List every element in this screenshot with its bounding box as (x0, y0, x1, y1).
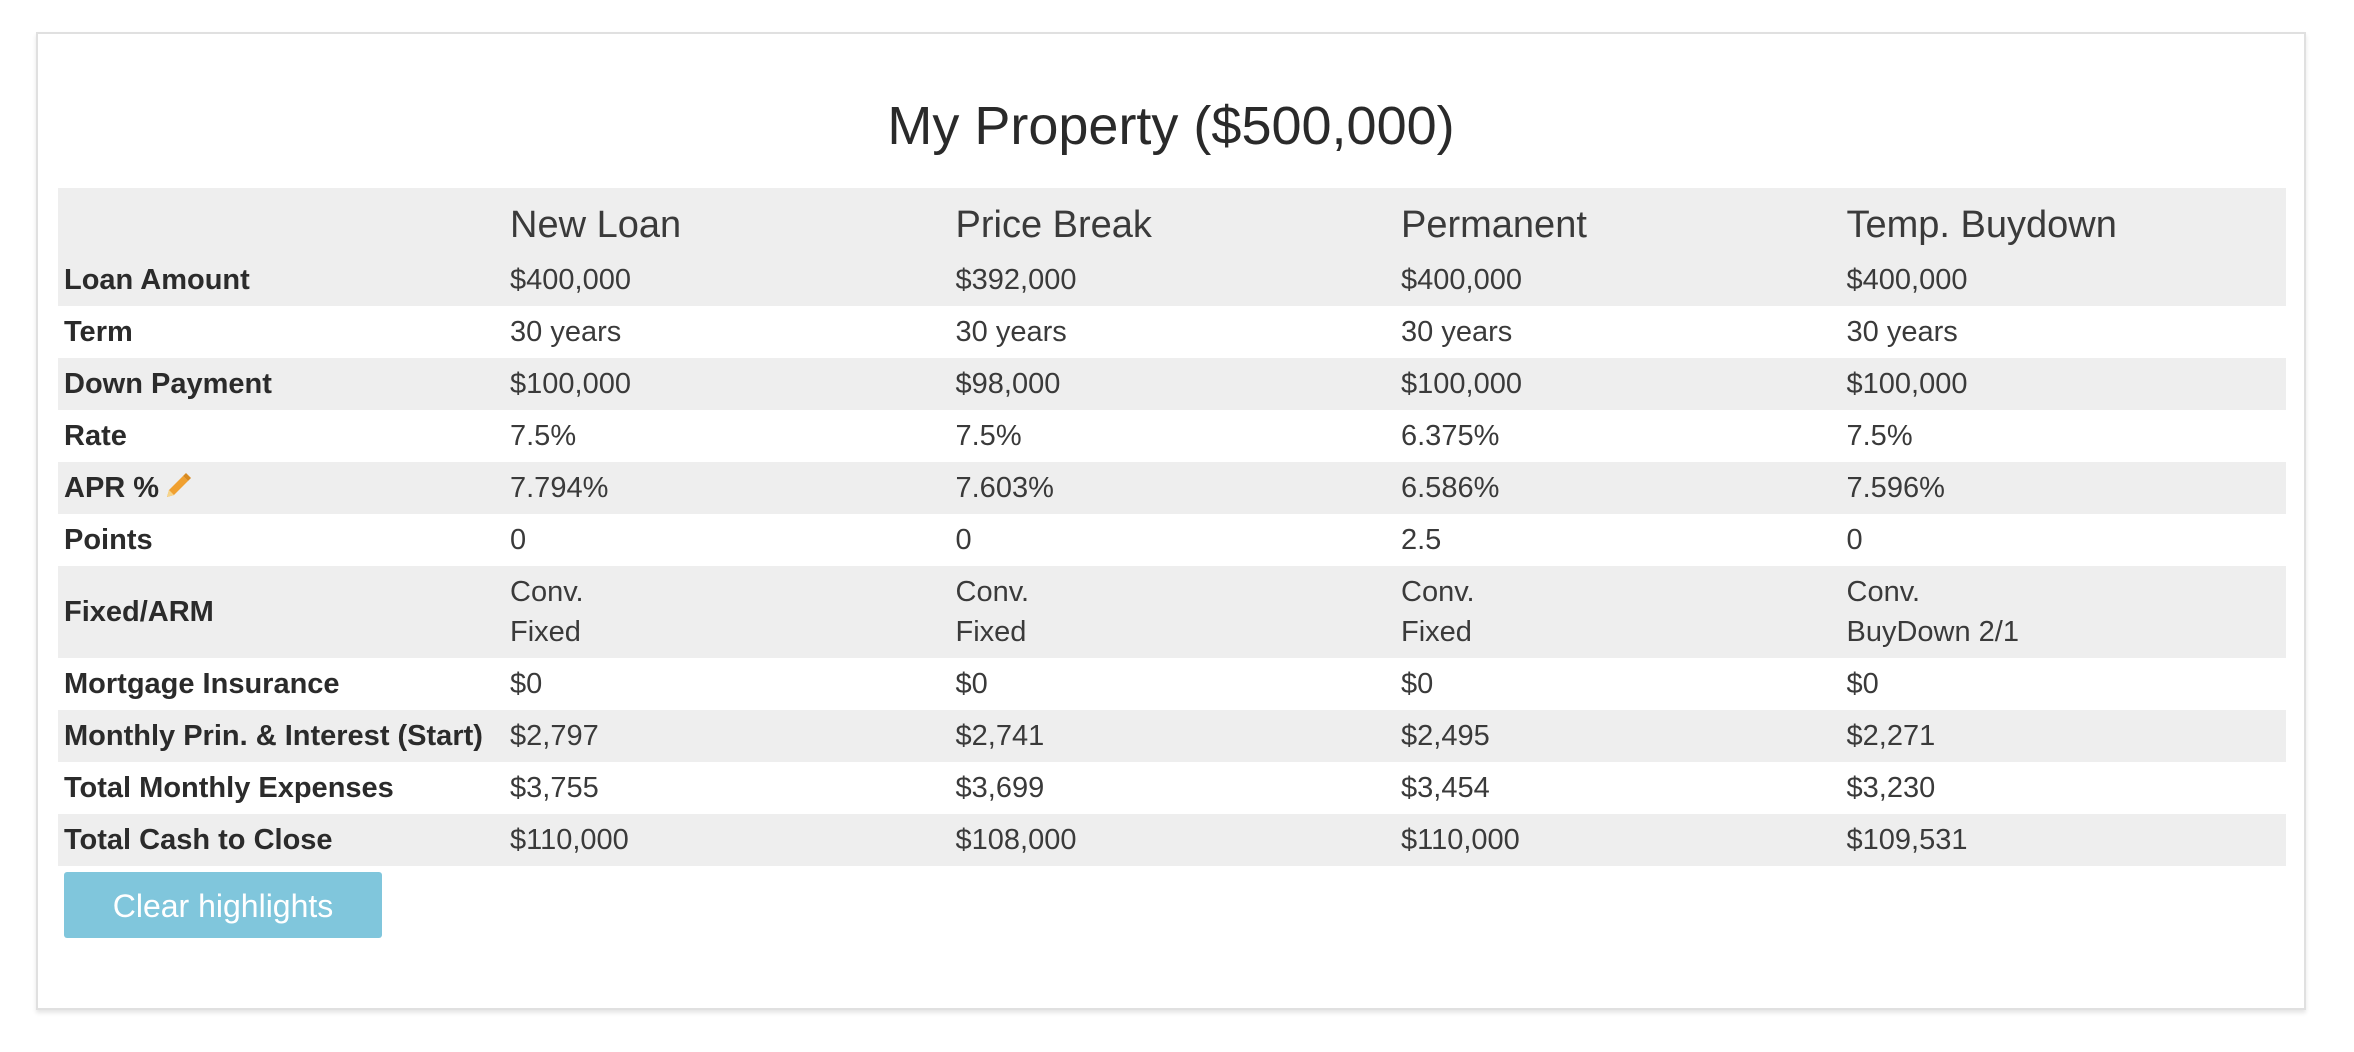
table-cell[interactable]: 30 years (1401, 316, 1513, 348)
row-label: APR % (64, 472, 160, 504)
table-cell[interactable]: Conv. BuyDown 2/1 (1841, 572, 2287, 652)
row-label: Down Payment (64, 368, 272, 400)
table-cell[interactable]: 7.596% (1846, 472, 1945, 504)
table-cell[interactable]: 0 (1846, 524, 1863, 556)
table-cell[interactable]: 7.794% (510, 472, 609, 504)
table-row-fixed-arm[interactable]: Fixed/ARM Conv. Fixed Conv. Fixed Conv. … (58, 566, 2286, 658)
comparison-card: My Property ($500,000) New Loan Price Br… (36, 32, 2306, 1010)
table-row-apr[interactable]: APR % 7.794% 7.603% 6.586% 7.596% (58, 462, 2286, 514)
table-cell[interactable]: $109,531 (1846, 824, 1968, 856)
loan-type: Fixed (955, 616, 1027, 648)
table-cell[interactable]: 0 (510, 524, 527, 556)
loan-program: Conv. (1846, 576, 1921, 608)
row-label-with-edit: APR % (58, 468, 504, 508)
table-cell[interactable]: Conv. Fixed (950, 572, 1396, 652)
loan-program: Conv. (1401, 576, 1475, 608)
loan-program: Conv. (955, 576, 1030, 608)
table-cell[interactable]: $2,797 (510, 720, 599, 752)
row-label: Rate (64, 420, 127, 452)
loan-type: BuyDown 2/1 (1846, 616, 2020, 648)
table-cell[interactable]: $98,000 (955, 368, 1061, 400)
table-cell[interactable]: $3,454 (1401, 772, 1490, 804)
table-row-total-cash-to-close[interactable]: Total Cash to Close $110,000 $108,000 $1… (58, 814, 2286, 866)
table-row-points[interactable]: Points 0 0 2.5 0 (58, 514, 2286, 566)
table-cell[interactable]: $100,000 (510, 368, 631, 400)
row-label: Mortgage Insurance (64, 668, 340, 700)
table-cell[interactable]: 6.375% (1401, 420, 1500, 452)
loan-program: Conv. (510, 576, 584, 608)
table-row-term[interactable]: Term 30 years 30 years 30 years 30 years (58, 306, 2286, 358)
column-header-new-loan[interactable]: New Loan (510, 204, 682, 246)
table-row-loan-amount[interactable]: Loan Amount $400,000 $392,000 $400,000 $… (58, 254, 2286, 306)
row-label: Points (64, 524, 153, 556)
loan-type: Fixed (1401, 616, 1472, 648)
column-header-price-break[interactable]: Price Break (955, 204, 1152, 246)
table-cell[interactable]: $2,741 (955, 720, 1045, 752)
pencil-icon[interactable] (163, 471, 193, 501)
table-cell[interactable]: 7.5% (955, 420, 1022, 452)
table-cell[interactable]: $0 (1401, 668, 1434, 700)
table-cell[interactable]: $100,000 (1401, 368, 1522, 400)
table-cell[interactable]: 7.603% (955, 472, 1054, 504)
table-cell[interactable]: 30 years (510, 316, 622, 348)
row-label: Term (64, 316, 133, 348)
table-cell[interactable]: $2,495 (1401, 720, 1490, 752)
table-cell[interactable]: $3,755 (510, 772, 599, 804)
table-row-mortgage-insurance[interactable]: Mortgage Insurance $0 $0 $0 $0 (58, 658, 2286, 710)
row-label: Fixed/ARM (64, 596, 214, 628)
row-label: Total Monthly Expenses (64, 772, 394, 804)
table-cell[interactable]: $108,000 (955, 824, 1077, 856)
row-label: Monthly Prin. & Interest (Start) (64, 720, 483, 752)
table-row-rate[interactable]: Rate 7.5% 7.5% 6.375% 7.5% (58, 410, 2286, 462)
table-cell[interactable]: 30 years (1846, 316, 1958, 348)
row-label: Total Cash to Close (64, 824, 333, 856)
row-label: Loan Amount (64, 264, 250, 296)
table-cell[interactable]: Conv. Fixed (504, 572, 950, 652)
column-header-permanent[interactable]: Permanent (1401, 204, 1587, 246)
table-cell[interactable]: 2.5 (1401, 524, 1442, 556)
table-cell[interactable]: 6.586% (1401, 472, 1500, 504)
table-cell[interactable]: $100,000 (1846, 368, 1968, 400)
table-cell[interactable]: $0 (955, 668, 988, 700)
table-cell[interactable]: $110,000 (1401, 824, 1520, 856)
table-header-row: New Loan Price Break Permanent Temp. Buy… (58, 188, 2286, 254)
loan-comparison-table: New Loan Price Break Permanent Temp. Buy… (58, 188, 2286, 866)
table-row-total-monthly-expenses[interactable]: Total Monthly Expenses $3,755 $3,699 $3,… (58, 762, 2286, 814)
table-cell[interactable]: 0 (955, 524, 972, 556)
loan-type: Fixed (510, 616, 581, 648)
table-cell[interactable]: $0 (1846, 668, 1879, 700)
table-cell[interactable]: $400,000 (1846, 264, 1968, 296)
clear-highlights-button[interactable]: Clear highlights (64, 872, 382, 938)
table-cell[interactable]: $400,000 (510, 264, 631, 296)
table-cell[interactable]: $400,000 (1401, 264, 1522, 296)
table-cell[interactable]: $2,271 (1846, 720, 1936, 752)
table-cell[interactable]: $392,000 (955, 264, 1077, 296)
table-cell[interactable]: Conv. Fixed (1395, 572, 1841, 652)
table-cell[interactable]: 7.5% (510, 420, 577, 452)
table-cell[interactable]: 7.5% (1846, 420, 1913, 452)
table-cell[interactable]: $3,699 (955, 772, 1045, 804)
column-header-temp-buydown[interactable]: Temp. Buydown (1846, 204, 2117, 246)
table-cell[interactable]: $0 (510, 668, 543, 700)
table-row-down-payment[interactable]: Down Payment $100,000 $98,000 $100,000 $… (58, 358, 2286, 410)
table-cell[interactable]: 30 years (955, 316, 1067, 348)
table-cell[interactable]: $110,000 (510, 824, 629, 856)
table-row-monthly-pi[interactable]: Monthly Prin. & Interest (Start) $2,797 … (58, 710, 2286, 762)
page-title: My Property ($500,000) (887, 96, 1455, 156)
table-cell[interactable]: $3,230 (1846, 772, 1936, 804)
